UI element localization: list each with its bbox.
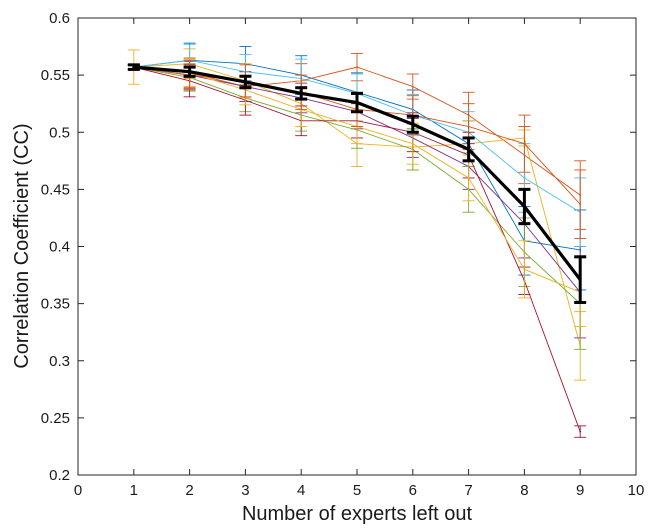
y-tick-label: 0.45 bbox=[41, 181, 70, 198]
data-point bbox=[356, 66, 358, 69]
y-tick-label: 0.2 bbox=[49, 467, 70, 484]
data-point bbox=[411, 142, 414, 145]
data-point bbox=[523, 268, 526, 271]
x-tick-label: 0 bbox=[74, 482, 82, 499]
x-tick-label: 5 bbox=[353, 482, 361, 499]
x-tick-label: 7 bbox=[464, 482, 472, 499]
y-tick-label: 0.4 bbox=[49, 239, 70, 256]
data-point bbox=[579, 203, 582, 206]
y-tick-label: 0.6 bbox=[49, 10, 70, 27]
y-axis-title: Correlation Coefficient (CC) bbox=[11, 123, 33, 368]
x-tick-label: 10 bbox=[628, 482, 645, 499]
x-tick-label: 4 bbox=[297, 482, 305, 499]
x-tick-label: 2 bbox=[185, 482, 193, 499]
data-point bbox=[579, 430, 582, 433]
x-tick-label: 6 bbox=[409, 482, 417, 499]
data-point bbox=[523, 177, 526, 179]
y-tick-label: 0.35 bbox=[41, 296, 70, 313]
x-tick-label: 9 bbox=[576, 482, 584, 499]
y-tick-label: 0.25 bbox=[41, 410, 70, 427]
x-axis-title: Number of experts left out bbox=[242, 503, 473, 525]
data-point bbox=[467, 125, 470, 128]
x-tick-label: 8 bbox=[520, 482, 528, 499]
data-point bbox=[523, 142, 526, 145]
x-tick-label: 1 bbox=[130, 482, 138, 499]
mean-series-layer bbox=[127, 63, 587, 304]
ticks-layer: 0 1 2 3 4 5 6 7 8 9 10 0.2 0.25 0.3 0.35 0.4 0.45 0.5 0.55… bbox=[41, 10, 645, 499]
y-tick-label: 0.5 bbox=[49, 124, 70, 141]
data-point bbox=[411, 85, 414, 88]
y-tick-label: 0.3 bbox=[49, 353, 70, 370]
y-tick-label: 0.55 bbox=[41, 67, 70, 84]
x-tick-label: 3 bbox=[241, 482, 249, 499]
data-point bbox=[467, 177, 470, 179]
